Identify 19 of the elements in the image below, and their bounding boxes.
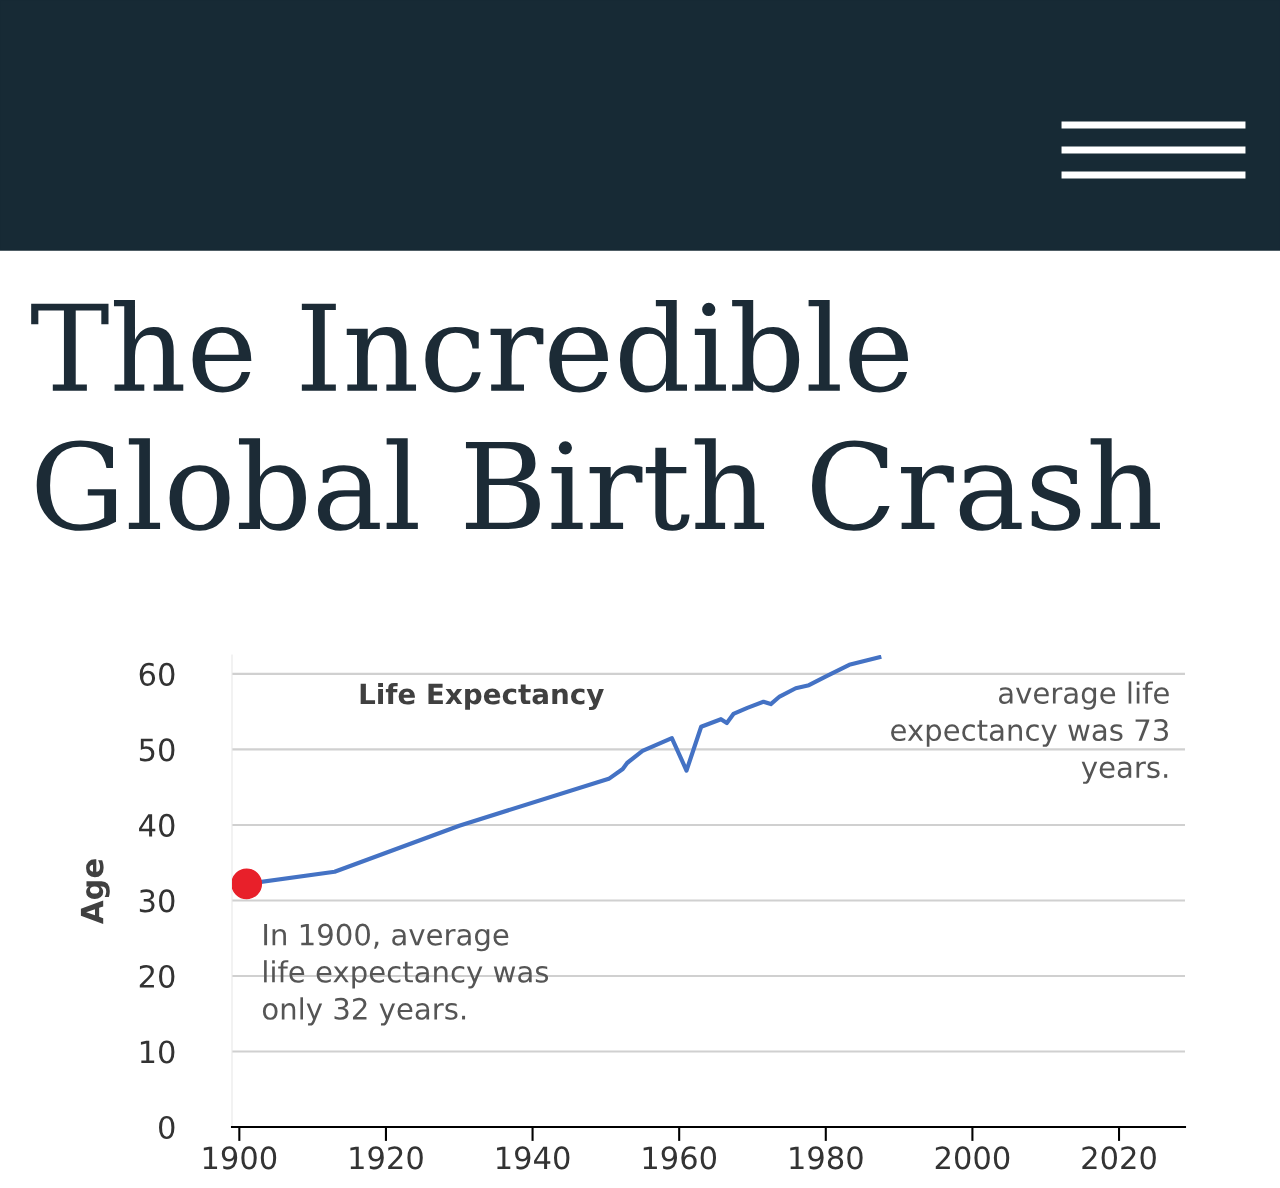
y-tick-label: 40 <box>139 813 175 837</box>
x-tick-label: 1960 <box>643 1146 717 1170</box>
y-tick-label: 30 <box>139 889 175 913</box>
chart-title: The Incredible Global Birth Crash <box>31 300 1160 531</box>
x-tick-label: 1980 <box>790 1146 863 1170</box>
y-tick-label: 60 <box>139 662 175 686</box>
text: Life Expectancy <box>360 682 604 711</box>
x-tick-label: 1900 <box>203 1146 277 1170</box>
annotation: In 1900, average life expectancy was only 32 years. <box>262 923 549 1026</box>
y-axis-title: Age <box>80 859 110 924</box>
x-tick-label: 1940 <box>497 1146 570 1170</box>
x-tick-label: 1920 <box>350 1146 423 1170</box>
y-tick-label: 10 <box>140 1040 175 1064</box>
y-tick-label: 0 <box>159 1115 175 1140</box>
y-tick-label: 20 <box>139 964 175 988</box>
x-tick-label: 2020 <box>1082 1146 1156 1170</box>
x-tick-label: 2000 <box>935 1146 1010 1170</box>
y-tick-label: 50 <box>139 738 175 762</box>
annotation: average life expectancy was 73 years. <box>891 681 1169 784</box>
